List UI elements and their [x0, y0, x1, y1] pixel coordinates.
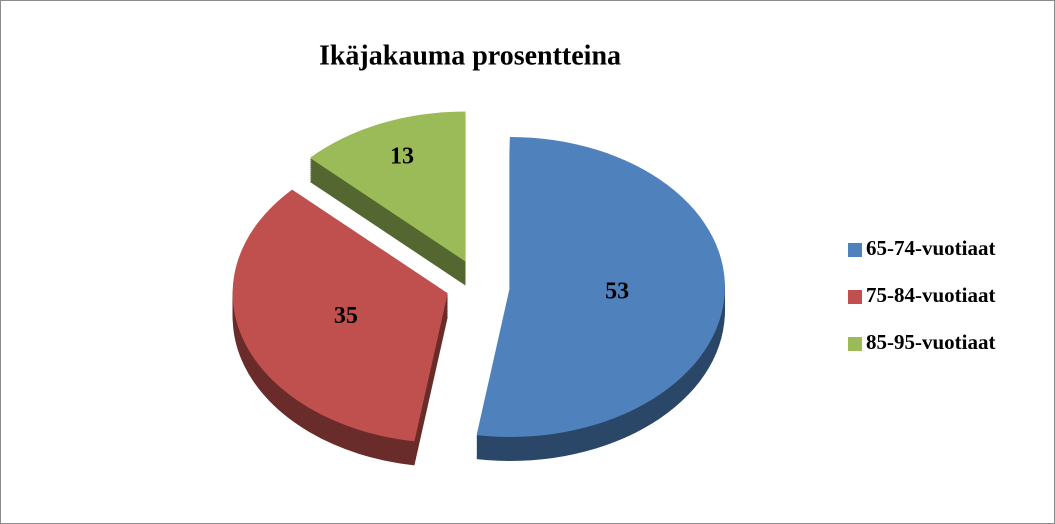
data-label: 13: [390, 144, 414, 170]
slice: [232, 189, 448, 442]
legend-label: 85-95-vuotiaat: [866, 330, 996, 354]
data-label: 35: [334, 303, 358, 329]
chart-title: Ikäjakauma prosentteina: [319, 40, 621, 71]
slice: [476, 136, 725, 437]
legend-swatch: [848, 243, 862, 257]
legend-label: 65-74-vuotiaat: [866, 236, 996, 260]
legend-swatch: [848, 290, 862, 304]
data-label: 53: [605, 278, 629, 304]
legend-label: 75-84-vuotiaat: [866, 283, 996, 307]
slice: [309, 111, 466, 262]
legend-swatch: [848, 337, 862, 351]
